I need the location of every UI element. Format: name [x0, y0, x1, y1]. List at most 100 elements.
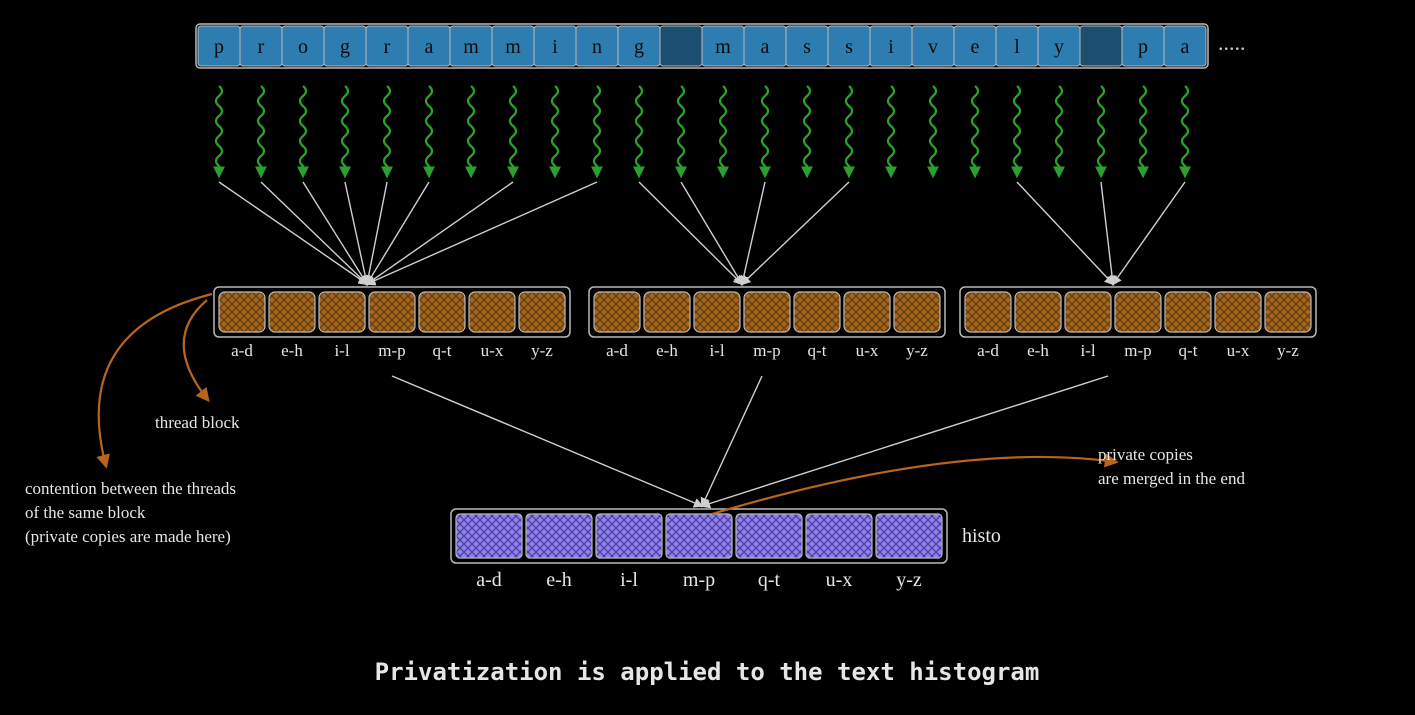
assign-arrow — [261, 182, 367, 284]
squiggle-arrow — [552, 86, 558, 176]
squiggle-arrow — [426, 86, 432, 176]
private-bin — [1065, 292, 1111, 332]
histo-bin — [806, 514, 872, 558]
private-bin-label: i-l — [709, 341, 724, 360]
private-bin — [1165, 292, 1211, 332]
input-char: a — [425, 36, 434, 58]
merge-arrow — [392, 376, 702, 506]
assign-arrow — [742, 182, 765, 284]
private-bin — [369, 292, 415, 332]
private-bin-label: i-l — [334, 341, 349, 360]
squiggle-arrow — [804, 86, 810, 176]
private-bin-label: q-t — [433, 341, 452, 360]
private-bin-label: m-p — [378, 341, 405, 360]
assign-arrows — [219, 182, 1185, 284]
private-bin-label: m-p — [753, 341, 780, 360]
annotation-contention-text: of the same block — [25, 503, 146, 522]
histo-bin — [666, 514, 732, 558]
squiggle-arrow — [1098, 86, 1104, 176]
global-histogram: a-de-hi-lm-pq-tu-xy-zhisto — [451, 509, 1001, 591]
caption: Privatization is applied to the text his… — [375, 658, 1040, 686]
squiggle-arrow — [510, 86, 516, 176]
squiggle-arrow — [636, 86, 642, 176]
squiggle-arrow — [888, 86, 894, 176]
private-bin-label: u-x — [856, 341, 879, 360]
merge-arrow — [702, 376, 1108, 506]
annotation-merged-text: are merged in the end — [1098, 469, 1245, 488]
thread-squiggle-arrows — [216, 86, 1188, 176]
assign-arrow — [345, 182, 367, 284]
input-char: y — [1054, 36, 1064, 58]
private-bin-label: i-l — [1080, 341, 1095, 360]
input-char: p — [214, 36, 224, 58]
annotation-thread-block-text: thread block — [155, 413, 240, 432]
private-bin-label: y-z — [906, 341, 928, 360]
input-char: r — [258, 36, 265, 58]
assign-arrow — [1017, 182, 1113, 284]
histo-bin-label: m-p — [683, 569, 715, 591]
private-bin — [1115, 292, 1161, 332]
annotation-merged-arrow — [712, 457, 1116, 514]
assign-arrow — [367, 182, 513, 284]
private-bin — [965, 292, 1011, 332]
squiggle-arrow — [1056, 86, 1062, 176]
private-bin-label: q-t — [808, 341, 827, 360]
histo-name-label: histo — [962, 525, 1001, 547]
private-bin — [1215, 292, 1261, 332]
histo-bin-label: i-l — [620, 569, 638, 591]
input-char: s — [845, 36, 853, 58]
assign-arrow — [303, 182, 367, 284]
histo-bin-label: e-h — [546, 569, 572, 591]
private-bin-label: e-h — [1027, 341, 1049, 360]
input-char: v — [928, 36, 938, 58]
input-char: m — [463, 36, 479, 58]
private-bin-label: u-x — [481, 341, 504, 360]
input-string-row: programmingmassivelypa..... — [196, 24, 1246, 68]
input-char: s — [803, 36, 811, 58]
squiggle-arrow — [216, 86, 222, 176]
squiggle-arrow — [972, 86, 978, 176]
input-char: n — [592, 36, 602, 58]
private-bin — [269, 292, 315, 332]
histo-bin — [456, 514, 522, 558]
squiggle-arrow — [384, 86, 390, 176]
input-char: o — [298, 36, 308, 58]
private-histograms: a-de-hi-lm-pq-tu-xy-za-de-hi-lm-pq-tu-xy… — [214, 287, 1316, 360]
private-bin-label: a-d — [977, 341, 999, 360]
ellipsis: ..... — [1218, 30, 1246, 55]
input-char: l — [1014, 36, 1020, 58]
private-bin — [419, 292, 465, 332]
squiggle-arrow — [678, 86, 684, 176]
annotation-thread-block-arrow — [184, 300, 208, 400]
annotation-contention-text: contention between the threads — [25, 479, 236, 498]
histo-bin — [876, 514, 942, 558]
squiggle-arrow — [1014, 86, 1020, 176]
input-char: g — [340, 36, 350, 58]
private-bin — [219, 292, 265, 332]
input-char: m — [715, 36, 731, 58]
input-char: m — [505, 36, 521, 58]
input-char: p — [1138, 36, 1148, 58]
assign-arrow — [1101, 182, 1113, 284]
histo-bin-label: y-z — [896, 569, 922, 591]
input-cell — [660, 26, 702, 66]
squiggle-arrow — [468, 86, 474, 176]
squiggle-arrow — [594, 86, 600, 176]
private-bin — [794, 292, 840, 332]
histo-bin — [526, 514, 592, 558]
private-bin — [594, 292, 640, 332]
private-bin — [844, 292, 890, 332]
assign-arrow — [1113, 182, 1185, 284]
assign-arrow — [742, 182, 849, 284]
private-bin — [1015, 292, 1061, 332]
private-bin-label: m-p — [1124, 341, 1151, 360]
input-char: a — [1181, 36, 1190, 58]
assign-arrow — [367, 182, 597, 284]
private-bin — [519, 292, 565, 332]
private-bin — [319, 292, 365, 332]
squiggle-arrow — [342, 86, 348, 176]
squiggle-arrow — [300, 86, 306, 176]
private-bin — [894, 292, 940, 332]
input-cell — [1080, 26, 1122, 66]
private-bin-label: u-x — [1227, 341, 1250, 360]
